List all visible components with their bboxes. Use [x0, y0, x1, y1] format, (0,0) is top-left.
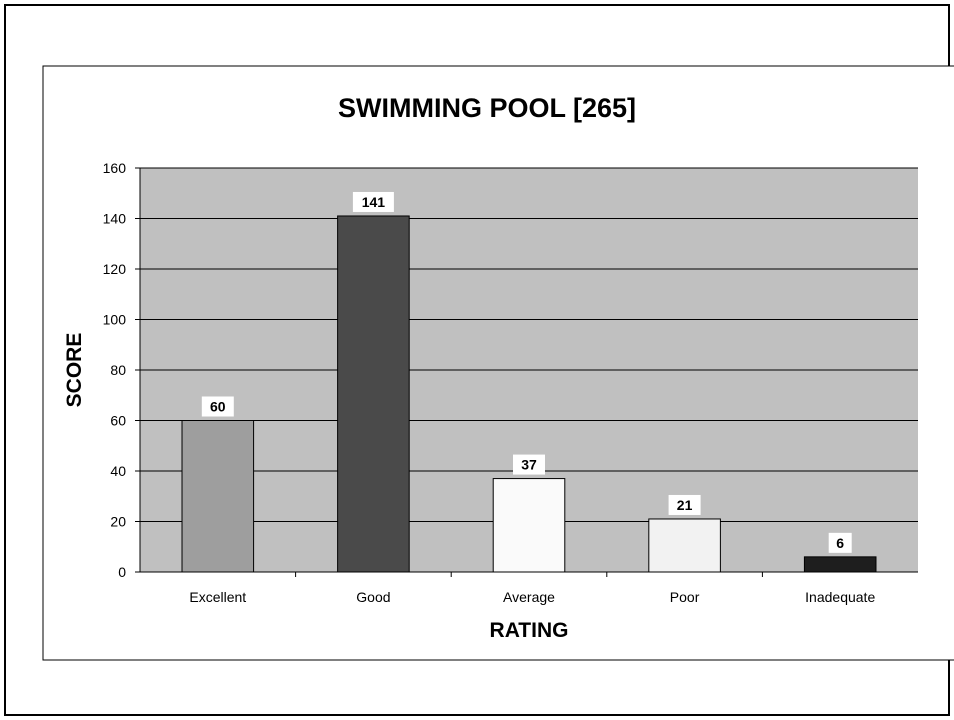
- category-label: Excellent: [189, 589, 246, 605]
- y-axis-title: SCORE: [63, 333, 86, 408]
- y-tick-label: 120: [103, 261, 127, 277]
- x-axis-title: RATING: [490, 619, 569, 642]
- data-label-box: [352, 191, 394, 212]
- data-label: 6: [836, 535, 844, 551]
- category-label: Poor: [670, 589, 700, 605]
- labels: 0 20 40 60 80 100 120 140 160 Excellent 60 Good 141 A…: [103, 160, 876, 605]
- chart-title: SWIMMING POOL [265]: [338, 93, 636, 123]
- bar-excellent: [181, 420, 255, 573]
- y-tick-label: 80: [110, 362, 126, 378]
- category-label: Inadequate: [805, 589, 875, 605]
- data-label: 60: [210, 399, 226, 415]
- y-tick-label: 0: [118, 564, 126, 580]
- bar-poor: [648, 518, 721, 573]
- data-label: 21: [677, 497, 693, 513]
- data-label-box: [828, 532, 852, 553]
- data-label-box: [201, 396, 234, 417]
- bar-good: [337, 215, 410, 573]
- bar-average: [492, 478, 566, 573]
- axes: [135, 167, 918, 577]
- data-label-box: [513, 454, 545, 475]
- y-tick-label: 160: [103, 160, 127, 176]
- data-label-box: [668, 494, 701, 515]
- category-label: Average: [503, 589, 555, 605]
- data-label: 37: [521, 457, 537, 473]
- y-tick-label: 60: [110, 413, 126, 429]
- y-tick-label: 40: [110, 463, 126, 479]
- data-label: 141: [362, 194, 386, 210]
- y-tick-label: 100: [103, 312, 127, 328]
- category-label: Good: [356, 589, 390, 605]
- y-tick-label: 140: [103, 211, 127, 227]
- bars: [181, 215, 877, 573]
- bar-inadequate: [803, 556, 877, 573]
- y-tick-label: 20: [110, 514, 126, 530]
